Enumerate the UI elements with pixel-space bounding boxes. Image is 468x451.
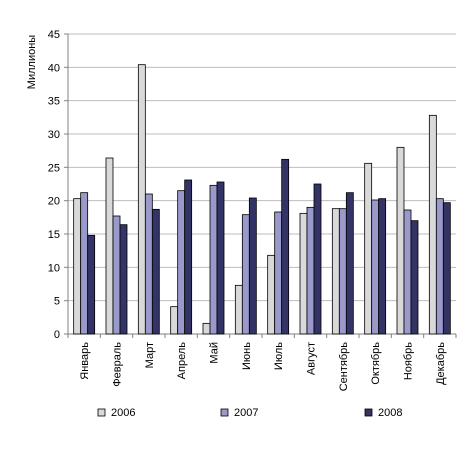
bar-2008 (216, 181, 225, 335)
bar-2006 (170, 306, 179, 335)
y-tick-label: 30 (48, 129, 60, 141)
x-category-label: Февраль (112, 342, 124, 387)
legend: 2006 2007 2008 (97, 407, 402, 419)
bar-2008 (184, 179, 193, 335)
bar-2006 (105, 157, 114, 335)
y-tick-label: 45 (48, 29, 60, 41)
y-tick-label: 40 (48, 62, 60, 74)
bar-2007 (177, 190, 186, 335)
bar-2008 (87, 234, 96, 335)
x-category-label: Март (144, 342, 156, 368)
y-tick-label: 20 (48, 196, 60, 208)
bar-2008 (119, 224, 128, 335)
bar-2006 (331, 208, 340, 335)
y-tick-label: 5 (54, 296, 60, 308)
bar-2007 (435, 198, 444, 335)
x-category-label: Декабрь (435, 342, 447, 385)
legend-swatch-2006 (97, 408, 106, 417)
bar-2007 (241, 214, 250, 335)
bar-2008 (378, 198, 387, 335)
bar-2006 (73, 198, 82, 335)
bar-2006 (428, 114, 437, 335)
bar-2007 (371, 199, 380, 335)
bar-2007 (80, 192, 89, 335)
x-category-label: Апрель (176, 342, 188, 380)
y-tick-label: 25 (48, 162, 60, 174)
bar-2007 (338, 208, 347, 335)
bar-2008 (248, 197, 257, 335)
x-category-label: Сентябрь (338, 342, 350, 392)
bar-2006 (267, 254, 276, 335)
bar-2006 (234, 284, 243, 335)
legend-label: 2007 (234, 407, 258, 419)
bar-2007 (112, 215, 121, 335)
axes (64, 33, 457, 338)
y-axis-title: Миллионы (26, 35, 38, 89)
bar-2008 (442, 202, 451, 335)
bar-2008 (410, 220, 419, 335)
bar-2007 (306, 206, 315, 335)
bar-2008 (345, 192, 354, 335)
legend-label: 2006 (111, 407, 135, 419)
bar-2008 (313, 183, 322, 335)
x-category-label: Январь (79, 342, 91, 380)
y-tick-label: 10 (48, 262, 60, 274)
x-category-label: Август (306, 342, 318, 375)
bar-2007 (209, 184, 218, 335)
bar-2007 (274, 211, 283, 335)
x-category-label: Июль (273, 342, 285, 370)
axis-labels: 0 5 10 15 20 25 30 35 40 45 Январь Февраль Март Апрел… (48, 29, 447, 391)
bar-2006 (396, 146, 405, 335)
gridlines (68, 33, 456, 302)
x-category-label: Май (209, 342, 221, 364)
y-tick-label: 0 (54, 329, 60, 341)
y-tick-label: 35 (48, 96, 60, 108)
y-tick-label: 15 (48, 229, 60, 241)
bar-2006 (137, 64, 146, 335)
x-category-label: Октябрь (370, 342, 382, 385)
bar-2008 (281, 158, 290, 335)
legend-swatch-2008 (364, 408, 373, 417)
legend-swatch-2007 (220, 408, 229, 417)
bar-2006 (202, 322, 211, 335)
bars (73, 64, 451, 335)
bar-2006 (364, 162, 373, 335)
bar-2008 (151, 208, 160, 335)
bar-2006 (299, 212, 308, 335)
bar-2007 (403, 209, 412, 335)
x-category-label: Ноябрь (403, 342, 415, 380)
x-category-label: Июнь (241, 342, 253, 370)
bar-2007 (144, 193, 153, 335)
legend-label: 2008 (378, 407, 402, 419)
